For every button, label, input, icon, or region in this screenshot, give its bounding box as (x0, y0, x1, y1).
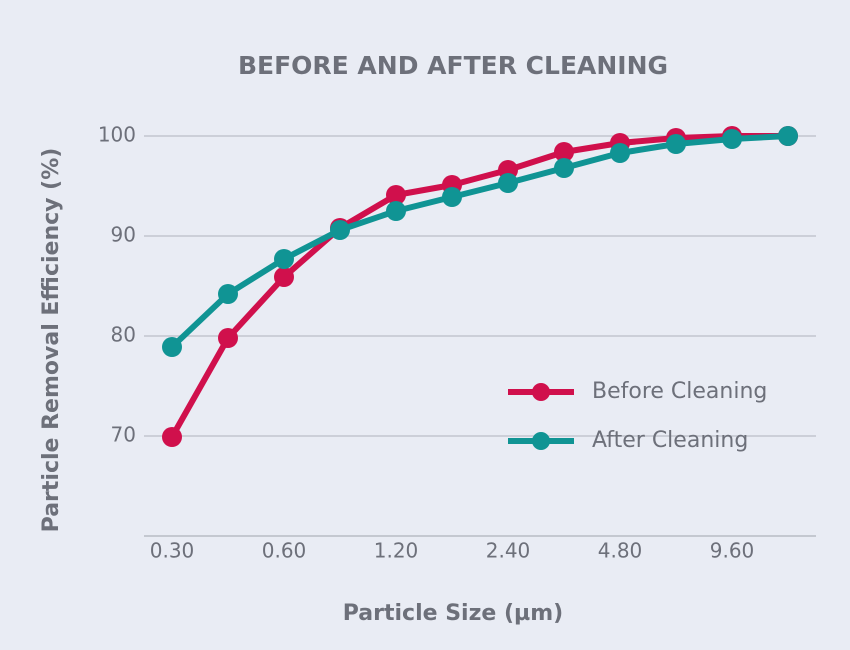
x-tick-label: 1.20 (374, 539, 419, 563)
data-point (386, 185, 406, 205)
x-tick-label: 0.60 (262, 539, 307, 563)
legend-label: After Cleaning (592, 428, 748, 453)
y-tick-label: 70 (111, 423, 136, 447)
legend-label: Before Cleaning (592, 379, 767, 404)
data-point (666, 134, 686, 154)
y-tick-label: 80 (111, 323, 136, 347)
x-tick-label: 2.40 (486, 539, 531, 563)
chart-title: BEFORE AND AFTER CLEANING (238, 51, 668, 80)
data-point (778, 126, 798, 146)
data-point (610, 143, 630, 163)
data-point (162, 337, 182, 357)
data-point (554, 158, 574, 178)
data-point (274, 249, 294, 269)
x-tick-label: 0.30 (150, 539, 195, 563)
x-tick-label: 9.60 (710, 539, 755, 563)
data-point (442, 187, 462, 207)
x-tick-label: 4.80 (598, 539, 643, 563)
data-point (498, 173, 518, 193)
y-axis-label: Particle Removal Efficiency (%) (39, 148, 64, 533)
data-point (554, 142, 574, 162)
x-axis-label: Particle Size (µm) (343, 601, 563, 626)
data-point (722, 129, 742, 149)
data-point (218, 284, 238, 304)
data-point (330, 220, 350, 240)
legend-marker (532, 432, 550, 450)
y-tick-label: 100 (98, 123, 136, 147)
data-point (218, 328, 238, 348)
data-point (162, 427, 182, 447)
data-point (386, 201, 406, 221)
y-tick-label: 90 (111, 223, 136, 247)
legend-marker (532, 383, 550, 401)
data-point (274, 267, 294, 287)
